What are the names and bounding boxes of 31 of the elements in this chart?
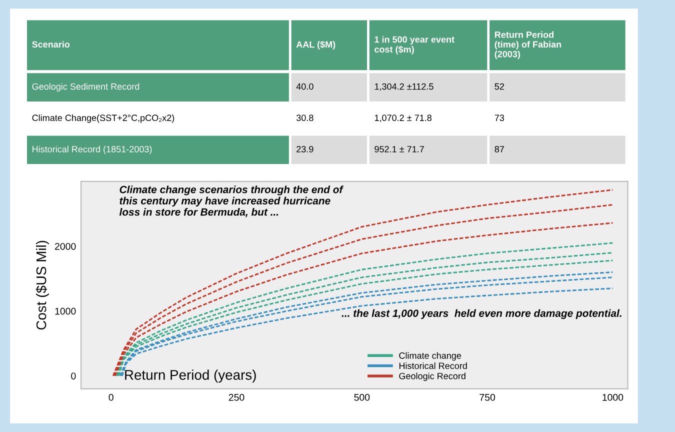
legend-label: Historical Record xyxy=(399,362,467,370)
text: 73 xyxy=(494,114,504,122)
annotation: ... the last 1,000 years held even more damage potential. xyxy=(342,309,622,320)
text: 87 xyxy=(494,146,504,152)
y-tick-label: 1000 xyxy=(55,308,76,315)
text: Return Period (time) of Fabian (2003) xyxy=(494,31,562,60)
y-tick-label: 0 xyxy=(71,372,76,380)
text: 1 in 500 year event cost ($m) xyxy=(374,36,454,54)
text: 952.1 ± 71.7 xyxy=(374,146,424,152)
text: 1,070.2 ± 71.8 xyxy=(374,114,432,122)
y-tick-label: 2000 xyxy=(55,242,76,250)
x-axis-title: Return Period (years) xyxy=(125,370,256,383)
y-axis-title: Cost ($US Mil) xyxy=(36,240,49,330)
x-tick-label: 250 xyxy=(228,394,244,401)
x-tick-label: 1000 xyxy=(602,394,624,401)
annotation: Climate change scenarios through the end of this century may have increased hurricane loss in store for Bermuda, but ... xyxy=(119,186,344,218)
text: Climate Change(SST+2°C,pCO₂x2) xyxy=(32,114,174,123)
text: Scenario xyxy=(32,40,70,48)
x-tick-label: 750 xyxy=(480,394,496,401)
text: AAL ($M) xyxy=(296,40,336,50)
text: 1,304.2 ±112.5 xyxy=(374,83,434,91)
text: 52 xyxy=(494,83,504,90)
legend-label: Climate change xyxy=(399,352,462,361)
text: Historical Record (1851-2003) xyxy=(32,146,152,154)
text: Geologic Sediment Record xyxy=(32,83,140,92)
legend-label: Geologic Record xyxy=(399,372,466,382)
x-tick-label: 0 xyxy=(108,394,114,401)
text: 40.0 xyxy=(296,83,314,90)
text: 30.8 xyxy=(296,114,314,122)
text: 23.9 xyxy=(296,146,314,152)
x-tick-label: 500 xyxy=(354,394,370,401)
